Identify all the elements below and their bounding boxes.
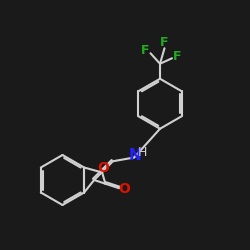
Text: O: O: [98, 161, 109, 175]
Text: N: N: [128, 148, 141, 163]
Text: F: F: [173, 50, 182, 63]
Text: F: F: [141, 44, 150, 57]
Text: H: H: [138, 146, 147, 158]
Text: O: O: [119, 182, 130, 196]
Text: F: F: [160, 36, 169, 49]
